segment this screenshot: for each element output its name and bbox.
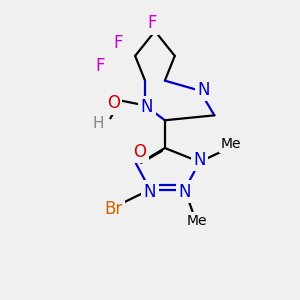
Text: Me: Me — [221, 137, 242, 151]
Text: O: O — [134, 143, 147, 161]
Text: N: N — [197, 81, 210, 99]
Text: F: F — [113, 34, 123, 52]
Text: N: N — [144, 183, 156, 201]
Text: Br: Br — [104, 200, 122, 218]
Text: Me: Me — [186, 214, 207, 228]
Text: F: F — [147, 14, 157, 32]
Text: N: N — [178, 183, 191, 201]
Text: N: N — [141, 98, 153, 116]
Text: O: O — [107, 94, 120, 112]
Text: N: N — [193, 151, 206, 169]
Text: H: H — [93, 116, 104, 131]
Text: F: F — [96, 57, 105, 75]
